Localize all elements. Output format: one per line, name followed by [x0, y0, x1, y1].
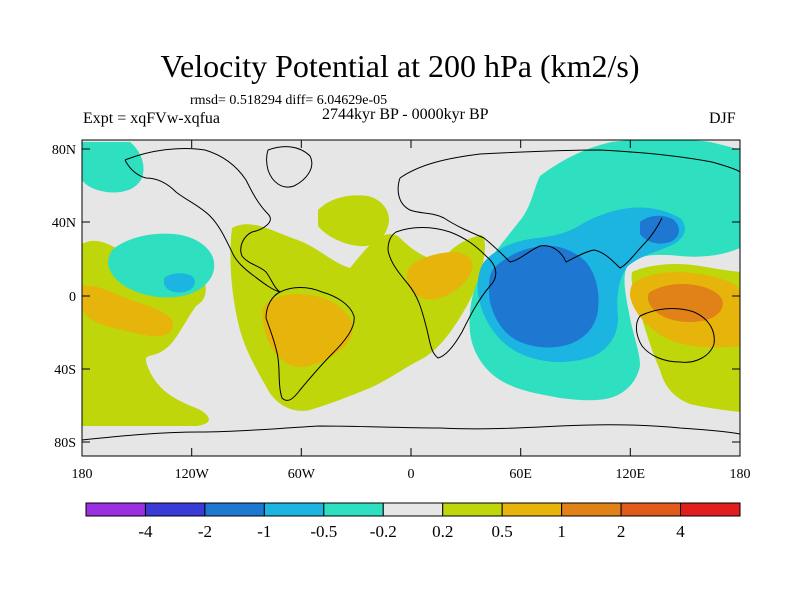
coastlines: [81, 146, 741, 441]
colorbar-label: -1: [257, 522, 271, 541]
colorbar-label: 4: [676, 522, 685, 541]
coastline-africa: [387, 227, 497, 359]
coastline-north-america: [124, 148, 281, 293]
colorbar-box: [323, 502, 384, 517]
colorbar-label: 1: [557, 522, 566, 541]
colorbar-label: 2: [617, 522, 626, 541]
lon-tick-label: 60W: [288, 467, 316, 482]
figure-title: Velocity Potential at 200 hPa (km2/s): [160, 48, 640, 84]
colorbar-label: -2: [198, 522, 212, 541]
field-orange-southamerica: [262, 294, 353, 367]
lon-tick-labels: 180 120W 60W 0 60E 120E 180: [72, 467, 751, 482]
colorbar-box: [501, 502, 563, 517]
lon-tick-label: 180: [72, 467, 93, 482]
colorbar-label: 0.2: [432, 522, 453, 541]
rmsd-diff-stats: rmsd= 0.518294 diff= 6.04629e-05: [190, 93, 388, 108]
lon-tick-label: 180: [730, 467, 751, 482]
lat-tick-label: 40N: [52, 216, 76, 231]
field-orange-africa: [407, 252, 473, 300]
colorbar-label: -0.2: [370, 522, 397, 541]
lon-tick-label: 120W: [175, 467, 210, 482]
field-blue-japan: [640, 215, 679, 244]
field-positive-northatlantic: [318, 195, 390, 247]
coastline-greenland: [266, 146, 313, 188]
colorbar-box: [680, 502, 741, 517]
lon-tick-label: 0: [408, 467, 415, 482]
lat-tick-label: 40S: [54, 363, 76, 378]
colorbar-box: [85, 502, 146, 517]
axis-ticks: [81, 140, 741, 456]
coastline-australia: [635, 308, 715, 363]
season-label: DJF: [709, 110, 736, 127]
field-lightblue-northpacific: [164, 273, 195, 293]
experiment-label: Expt = xqFVw-xqfua: [83, 110, 221, 127]
lat-tick-label: 80S: [54, 436, 76, 451]
lat-tick-label: 80N: [52, 143, 76, 158]
field-darkorange-westpacific: [647, 284, 723, 322]
colorbar-box: [620, 502, 682, 517]
field-blue-indian: [488, 245, 599, 348]
colorbar-box: [204, 502, 265, 517]
field-orange-eastpacific: [82, 285, 174, 337]
coastline-south-america: [265, 287, 355, 401]
colorbar-box: [442, 502, 503, 517]
lat-tick-label: 0: [69, 290, 76, 305]
colorbar-box: [144, 502, 206, 517]
period-label: 2744kyr BP - 0000kyr BP: [322, 106, 489, 123]
coastline-europe-asia: [397, 149, 741, 269]
colorbar-label: -4: [138, 522, 153, 541]
colorbar-label: -0.5: [310, 522, 337, 541]
coastline-antarctica: [81, 424, 741, 441]
lat-tick-labels: 80N 40N 0 40S 80S: [52, 143, 76, 451]
colorbar-box: [561, 502, 622, 517]
lon-tick-label: 60E: [509, 467, 532, 482]
field-negative-arctic-nw: [82, 142, 144, 193]
lon-tick-label: 120E: [616, 467, 646, 482]
colorbar-box: [263, 502, 325, 517]
colorbar: [85, 502, 741, 517]
colorbar-label: 0.5: [492, 522, 513, 541]
colorbar-box: [382, 502, 444, 517]
colorbar-labels: -4 -2 -1 -0.5 -0.2 0.2 0.5 1 2 4: [138, 522, 685, 541]
